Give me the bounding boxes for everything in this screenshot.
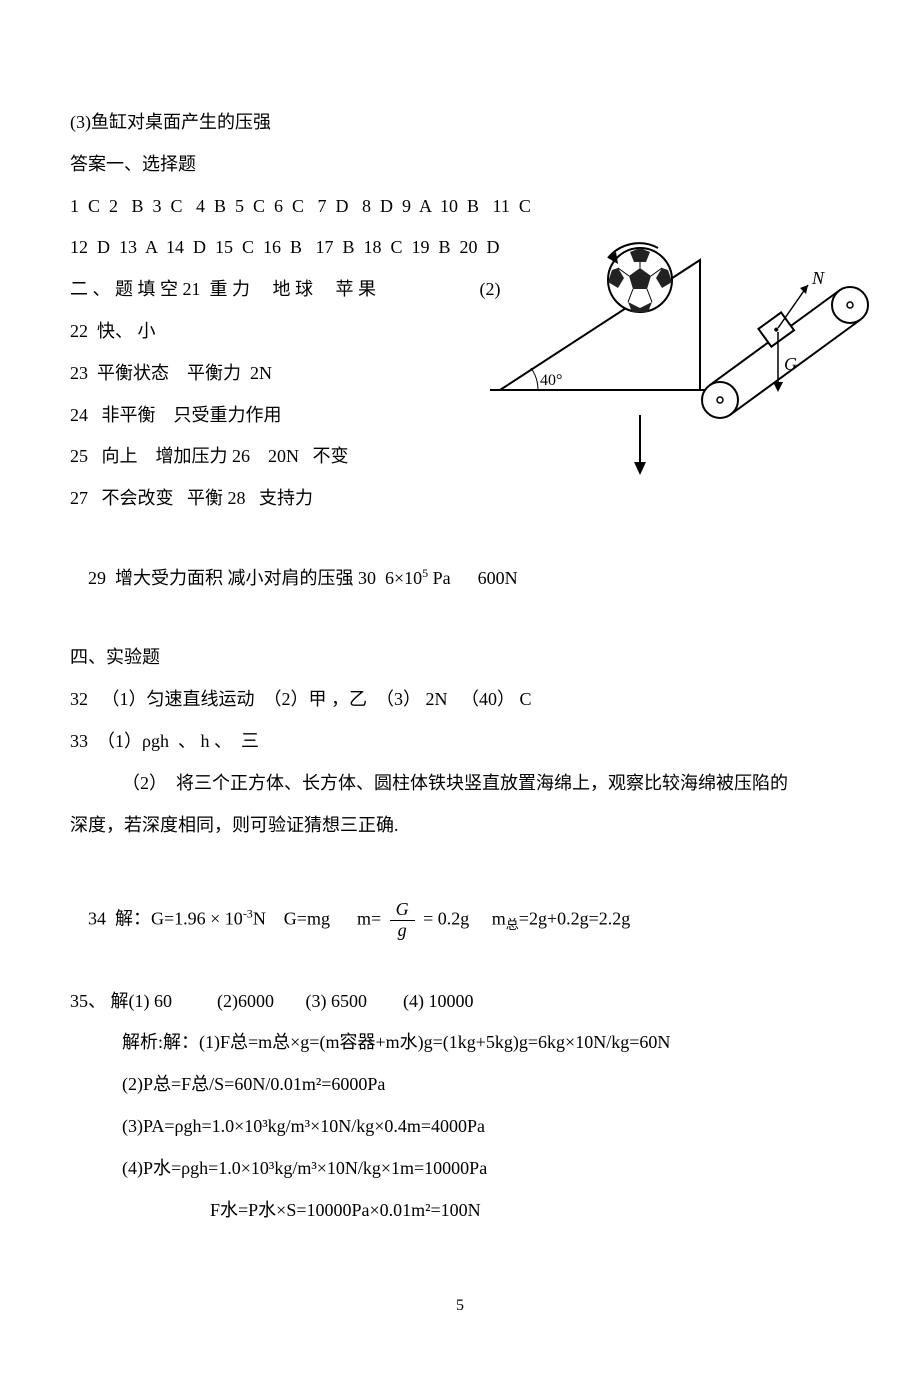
fraction: Gg (390, 900, 415, 941)
answer-line: 27 不会改变 平衡 28 支持力 (70, 480, 850, 518)
answer-line: 1 C 2 B 3 C 4 B 5 C 6 C 7 D 8 D 9 A 10 B… (70, 188, 850, 226)
fraction-denominator: g (390, 921, 415, 941)
vector-n-arrowhead-icon (800, 285, 808, 294)
answer-line: 深度，若深度相同，则可验证猜想三正确. (70, 807, 850, 845)
answer-line: (2)P总=F总/S=60N/0.01m²=6000Pa (70, 1066, 850, 1104)
answer-line: 解析:解：(1)F总=m总×g=(m容器+m水)g=(1kg+5kg)g=6kg… (70, 1024, 850, 1062)
text-span: =2g+0.2g=2.2g (519, 909, 630, 929)
text-line: (3)鱼缸对桌面产生的压强 (70, 104, 850, 142)
answer-line: F水=P水×S=10000Pa×0.01m²=100N (70, 1192, 850, 1230)
vector-g-label: G (784, 354, 797, 374)
text-span: 29 增大受力面积 减小对肩的压强 30 6×10 (88, 568, 422, 588)
down-arrowhead-icon (634, 462, 646, 475)
exponent: -3 (243, 907, 253, 921)
angle-label: 40° (540, 372, 562, 389)
section-heading: 答案一、选择题 (70, 146, 850, 184)
conveyor-figure: N G (690, 270, 880, 440)
answer-line: 33 （1）ρgh 、 h 、 三 (70, 723, 850, 761)
answer-line: （2） 将三个正方体、长方体、圆柱体铁块竖直放置海绵上，观察比较海绵被压陷的 (70, 765, 850, 803)
document-page: (3)鱼缸对桌面产生的压强 答案一、选择题 1 C 2 B 3 C 4 B 5 … (0, 0, 920, 1383)
text-span: = 0.2g m (419, 909, 506, 929)
figure-container: 40° (510, 240, 870, 460)
block-icon (758, 312, 794, 346)
text-span: N G=mg m= (253, 909, 386, 929)
page-number: 5 (70, 1289, 850, 1323)
fraction-numerator: G (390, 900, 415, 921)
answer-line: 32 （1）匀速直线运动 （2）甲 ，乙 （3） 2N （40） C (70, 681, 850, 719)
text-span: Pa 600N (428, 568, 518, 588)
answer-line: 34 解：G=1.96 × 10-3N G=mg m= Gg = 0.2g m总… (70, 862, 850, 978)
answer-line: 29 增大受力面积 减小对肩的压强 30 6×105 Pa 600N (70, 522, 850, 635)
soccer-ball-icon (608, 248, 672, 312)
ramp-ball-figure: 40° (490, 240, 720, 480)
answer-line: (4)P水=ρgh=1.0×10³kg/m³×10N/kg×1m=10000Pa (70, 1150, 850, 1188)
subscript: 总 (506, 917, 519, 932)
answer-line: 35、 解(1) 60 (2)6000 (3) 6500 (4) 10000 (70, 983, 850, 1021)
text-span: 34 解：G=1.96 × 10 (88, 909, 243, 929)
section-heading: 四、实验题 (70, 639, 850, 677)
angle-arc (531, 368, 538, 390)
answer-line: (3)PA=ρgh=1.0×10³kg/m³×10N/kg×0.4m=4000P… (70, 1108, 850, 1146)
vector-n-label: N (811, 270, 825, 288)
vector-g-arrowhead-icon (773, 382, 783, 392)
